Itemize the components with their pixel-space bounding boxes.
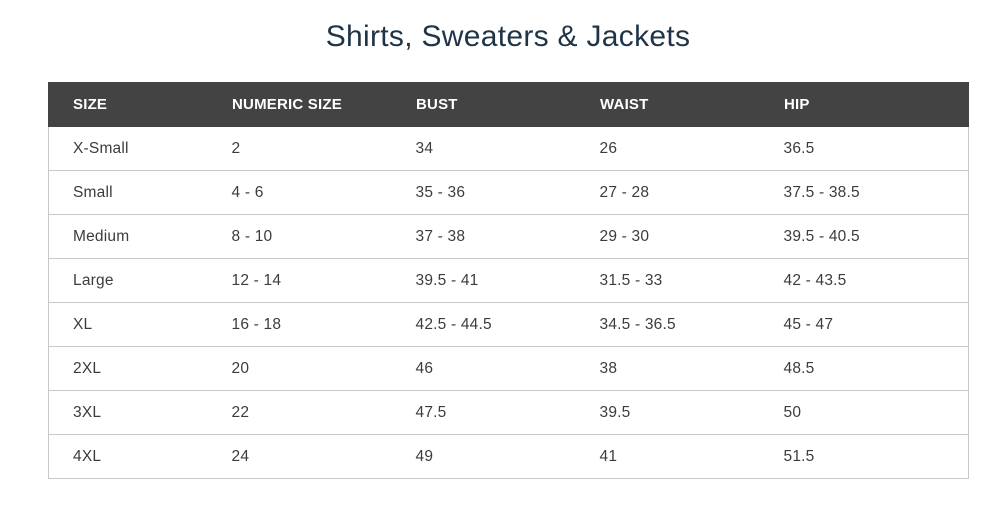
header-numeric-size: NUMERIC SIZE xyxy=(207,82,392,127)
cell-waist: 29 - 30 xyxy=(575,214,760,259)
cell-hip: 37.5 - 38.5 xyxy=(759,170,969,215)
header-hip: HIP xyxy=(759,82,969,127)
table-row: X-Small 2 34 26 36.5 xyxy=(48,126,969,171)
cell-size: Small xyxy=(48,170,208,215)
table-header-row: SIZE NUMERIC SIZE BUST WAIST HIP xyxy=(48,82,969,127)
cell-size: Large xyxy=(48,258,208,303)
table-row: Large 12 - 14 39.5 - 41 31.5 - 33 42 - 4… xyxy=(48,258,969,303)
table-row: Medium 8 - 10 37 - 38 29 - 30 39.5 - 40.… xyxy=(48,214,969,259)
table-row: XL 16 - 18 42.5 - 44.5 34.5 - 36.5 45 - … xyxy=(48,302,969,347)
table-row: 3XL 22 47.5 39.5 50 xyxy=(48,390,969,435)
cell-numeric-size: 8 - 10 xyxy=(207,214,392,259)
cell-waist: 41 xyxy=(575,434,760,479)
cell-bust: 46 xyxy=(391,346,576,391)
cell-size: XL xyxy=(48,302,208,347)
cell-numeric-size: 20 xyxy=(207,346,392,391)
cell-waist: 27 - 28 xyxy=(575,170,760,215)
cell-numeric-size: 4 - 6 xyxy=(207,170,392,215)
cell-waist: 34.5 - 36.5 xyxy=(575,302,760,347)
cell-hip: 48.5 xyxy=(759,346,969,391)
cell-waist: 26 xyxy=(575,126,760,171)
page-title: Shirts, Sweaters & Jackets xyxy=(325,20,691,53)
header-size: SIZE xyxy=(48,82,208,127)
cell-numeric-size: 2 xyxy=(207,126,392,171)
cell-bust: 47.5 xyxy=(391,390,576,435)
cell-hip: 50 xyxy=(759,390,969,435)
table-row: 4XL 24 49 41 51.5 xyxy=(48,434,969,479)
cell-bust: 35 - 36 xyxy=(391,170,576,215)
cell-bust: 37 - 38 xyxy=(391,214,576,259)
table-header: SIZE NUMERIC SIZE BUST WAIST HIP xyxy=(48,82,969,127)
cell-hip: 45 - 47 xyxy=(759,302,969,347)
table-row: 2XL 20 46 38 48.5 xyxy=(48,346,969,391)
cell-waist: 31.5 - 33 xyxy=(575,258,760,303)
table-row: Small 4 - 6 35 - 36 27 - 28 37.5 - 38.5 xyxy=(48,170,969,215)
size-chart-table: SIZE NUMERIC SIZE BUST WAIST HIP X-Small… xyxy=(48,82,969,479)
cell-bust: 49 xyxy=(391,434,576,479)
cell-size: X-Small xyxy=(48,126,208,171)
cell-size: Medium xyxy=(48,214,208,259)
cell-waist: 39.5 xyxy=(575,390,760,435)
cell-size: 4XL xyxy=(48,434,208,479)
cell-numeric-size: 22 xyxy=(207,390,392,435)
cell-numeric-size: 16 - 18 xyxy=(207,302,392,347)
cell-bust: 42.5 - 44.5 xyxy=(391,302,576,347)
cell-size: 3XL xyxy=(48,390,208,435)
cell-hip: 36.5 xyxy=(759,126,969,171)
cell-waist: 38 xyxy=(575,346,760,391)
header-bust: BUST xyxy=(391,82,576,127)
cell-hip: 42 - 43.5 xyxy=(759,258,969,303)
cell-numeric-size: 24 xyxy=(207,434,392,479)
cell-bust: 39.5 - 41 xyxy=(391,258,576,303)
cell-size: 2XL xyxy=(48,346,208,391)
cell-hip: 51.5 xyxy=(759,434,969,479)
cell-numeric-size: 12 - 14 xyxy=(207,258,392,303)
header-waist: WAIST xyxy=(575,82,760,127)
cell-bust: 34 xyxy=(391,126,576,171)
cell-hip: 39.5 - 40.5 xyxy=(759,214,969,259)
table-body: X-Small 2 34 26 36.5 Small 4 - 6 35 - 36… xyxy=(48,126,969,479)
